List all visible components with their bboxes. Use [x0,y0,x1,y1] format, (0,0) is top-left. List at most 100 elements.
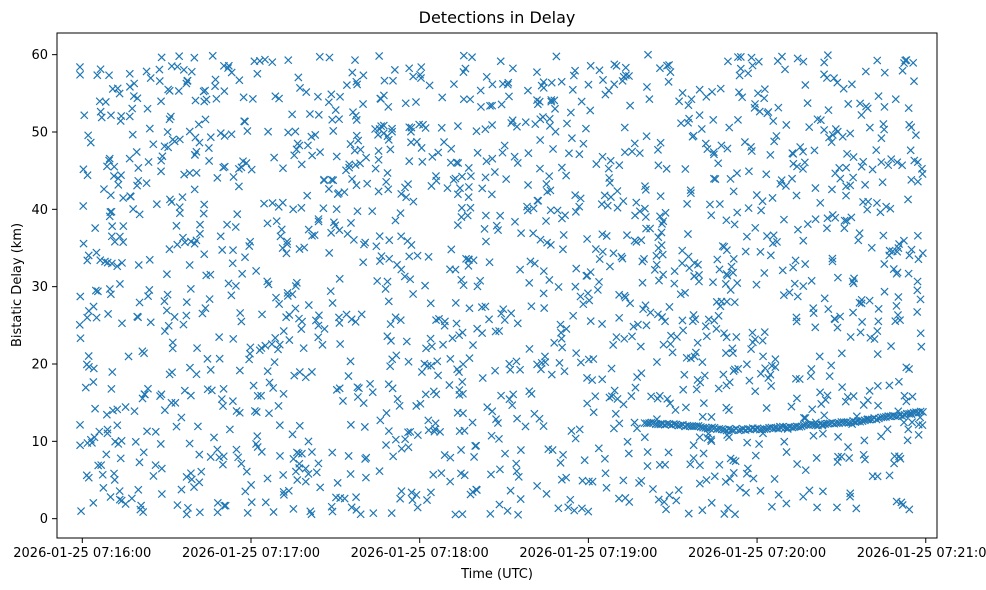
data-point [346,140,355,149]
y-tick-label: 30 [31,280,48,295]
data-point [569,71,578,80]
data-point [129,205,138,214]
data-point [747,53,756,62]
data-point [729,268,738,277]
data-point [717,425,726,434]
data-point [683,230,692,239]
data-point [192,168,201,177]
data-point [917,342,926,351]
data-point [165,86,174,95]
data-point [662,164,671,173]
data-point [468,341,478,350]
data-point [722,403,731,412]
data-point [714,384,723,393]
data-point [744,204,753,213]
data-point [772,131,781,140]
data-point [422,344,431,353]
data-point [157,53,166,62]
data-point [805,486,814,495]
data-point [777,176,786,185]
data-point [782,120,791,129]
data-point [782,499,791,508]
data-point [637,236,646,245]
data-point [306,507,315,516]
data-point [539,267,548,276]
data-point [457,203,466,212]
data-point [134,163,143,172]
data-point [907,175,916,184]
data-point [270,153,279,162]
data-point [638,257,647,266]
data-point [307,132,316,141]
x-tick-label: 2026-01-25 07:18:00 [351,546,489,561]
data-point [284,128,293,137]
data-point [289,504,298,513]
data-point [362,153,371,162]
data-point [351,56,360,65]
data-point [447,144,456,153]
data-point [260,199,269,208]
data-point [335,115,344,124]
data-point [898,411,907,421]
chart-title: Detections in Delay [419,8,576,27]
data-point [76,420,85,429]
data-point [451,298,460,307]
data-point [509,390,518,399]
data-point [129,92,138,101]
data-point [575,425,584,434]
data-point [177,413,186,422]
data-point [329,218,338,227]
data-point [636,342,645,351]
data-point [572,349,581,358]
data-point [828,254,837,263]
data-point [695,111,704,120]
data-point [452,319,461,328]
data-point [770,137,779,146]
data-point [722,216,731,225]
data-point [615,313,624,322]
data-point [726,174,735,183]
data-point [600,454,609,463]
data-point [607,364,616,373]
data-point [381,284,390,293]
data-point [359,100,368,109]
data-point [678,246,687,255]
data-point [902,363,911,372]
data-point [755,439,764,449]
data-point [133,181,142,190]
data-point [305,109,314,119]
data-point [694,270,704,279]
data-point [182,298,191,307]
data-point [457,275,466,284]
data-point [105,212,114,221]
data-point [465,304,474,313]
data-point [143,384,152,393]
data-point [681,165,690,174]
data-point [252,439,261,448]
data-point [107,207,116,216]
data-point [476,102,485,111]
data-point [799,57,808,66]
data-point [401,99,410,108]
data-point [349,235,358,244]
data-point [374,187,383,196]
data-point [529,229,538,238]
data-point [86,138,95,147]
data-point [760,328,769,337]
data-point [486,509,495,518]
data-point [661,208,670,217]
data-point [97,461,106,470]
data-point [276,232,285,241]
data-point [352,181,361,190]
data-point [555,358,564,367]
data-point [124,352,133,361]
data-point [331,493,340,502]
data-point [821,395,830,404]
data-point [571,434,580,443]
data-point [325,53,334,62]
data-point [517,229,526,238]
data-point [468,53,477,62]
data-point [831,124,840,134]
data-point [738,93,747,102]
